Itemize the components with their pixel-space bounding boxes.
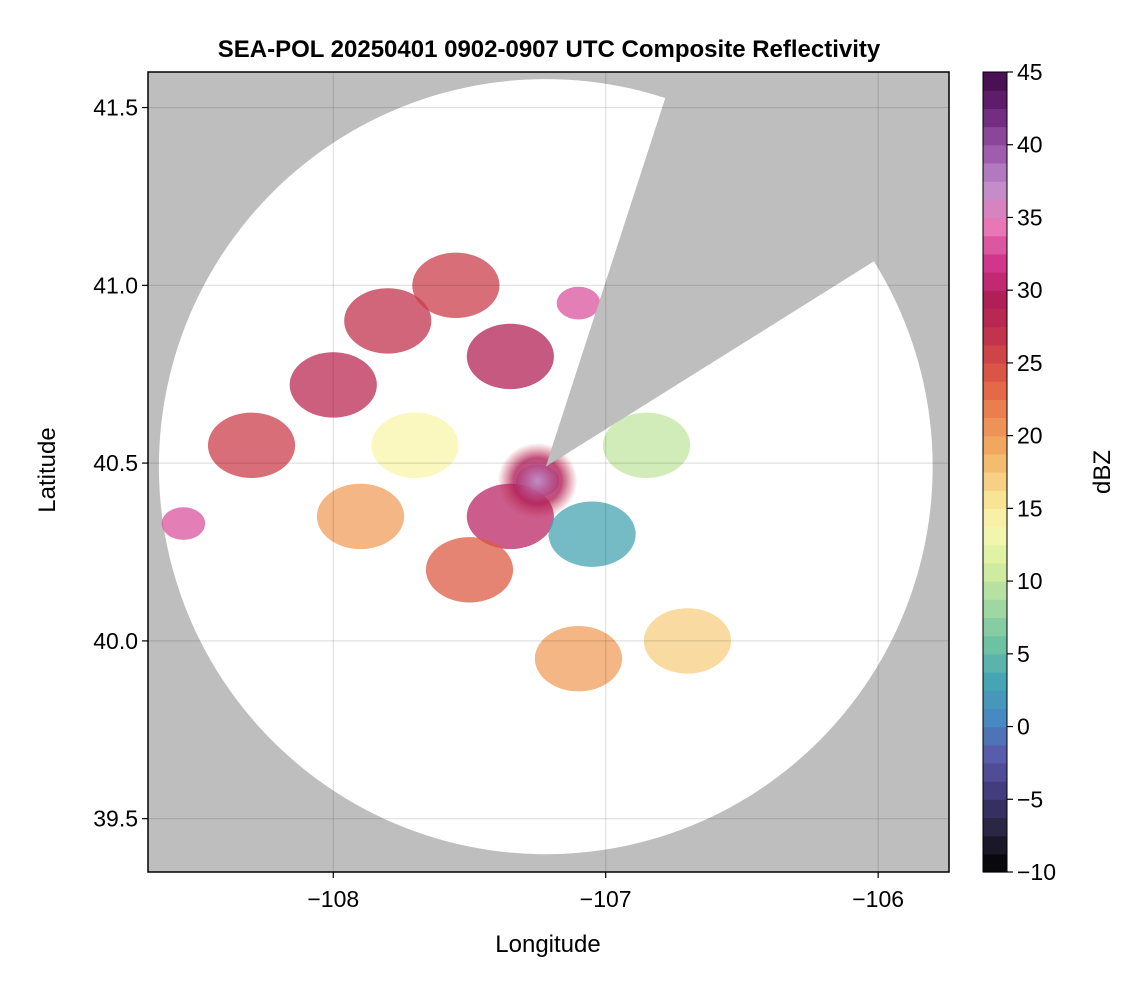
colorbar-segment [983,799,1007,819]
y-tick-label: 40.5 [93,450,138,476]
colorbar-segment [983,472,1007,491]
colorbar-segment [983,308,1007,328]
colorbar-segment [983,581,1007,600]
echo-cell [556,286,601,320]
colorbar-segment [983,399,1007,419]
chart-title: SEA-POL 20250401 0902-0907 UTC Composite… [218,36,881,63]
colorbar-segment [983,144,1007,164]
colorbar-segment [983,108,1007,128]
echo-cell [207,412,296,479]
colorbar-segment [983,544,1007,564]
colorbar-segment [983,726,1007,746]
echo-cell [289,352,377,418]
colorbar-segment [983,181,1007,200]
colorbar-segment [983,381,1007,400]
colorbar-segment [983,362,1007,382]
colorbar-segment [983,417,1007,437]
colorbar-segment [983,526,1007,546]
echo-cell [602,412,691,479]
colorbar-segment [983,817,1007,837]
colorbar-tick-label: −5 [1017,786,1043,812]
colorbar-tick-label: 10 [1017,568,1043,594]
echo-cell [466,323,554,390]
colorbar-segment [983,490,1007,509]
colorbar-segment [983,435,1007,455]
colorbar-segment [983,653,1007,673]
echo-cell [643,608,732,674]
plot-area [148,72,949,872]
colorbar-tick-label: 5 [1017,641,1030,667]
colorbar-segment [983,326,1007,346]
x-axis: −108 −107 −106 [307,872,904,912]
colorbar-tick-label: 25 [1017,350,1043,376]
echo-cell [412,252,500,319]
colorbar-segment [983,744,1007,764]
grid-lines [148,72,949,872]
echo-cell [316,483,405,550]
colorbar-segment [983,272,1007,291]
colorbar-segment [983,853,1007,873]
echo-cell [161,507,206,540]
colorbar-segment [983,344,1007,364]
colorbar-segment [983,235,1007,255]
echo-core [497,442,578,519]
y-tick-label: 39.5 [93,806,138,832]
colorbar-segment [983,635,1007,655]
colorbar-tick-label: 40 [1017,132,1043,158]
colorbar-segment [983,199,1007,219]
colorbar-segment [983,562,1007,582]
colorbar-tick-label: 30 [1017,277,1043,303]
colorbar-segment [983,762,1007,782]
echo-cell [548,501,636,567]
colorbar-segment [983,599,1007,619]
colorbar: −10 −5 0 5 10 15 20 25 30 35 40 45 [982,59,1056,885]
colorbar-segment [983,217,1007,237]
plot-frame [147,71,950,873]
y-axis-label: Latitude [34,427,61,512]
colorbar-segment [983,508,1007,528]
echo-cell [425,537,514,603]
y-tick-label: 41.5 [93,95,138,121]
colorbar-segment [983,72,1007,91]
colorbar-segment [983,290,1007,309]
colorbar-segment [983,708,1007,728]
x-tick-label: −107 [580,886,632,912]
reflectivity-echo-layer [161,98,874,692]
echo-cell [534,625,623,692]
colorbar-segment [983,453,1007,473]
colorbar-tick-label: 45 [1017,59,1043,85]
colorbar-label: dBZ [1089,450,1116,494]
x-tick-label: −108 [307,886,359,912]
colorbar-segment [983,162,1007,182]
echo-cell [344,288,432,354]
colorbar-segment [983,672,1007,691]
colorbar-segment [983,253,1007,273]
y-tick-label: 40.0 [93,628,138,654]
colorbar-frame [982,71,1008,873]
x-tick-label: −106 [852,886,904,912]
colorbar-tick-label: 0 [1017,714,1030,740]
colorbar-segment [983,90,1007,109]
x-axis-label: Longitude [495,931,600,958]
colorbar-tick-label: −10 [1017,859,1056,885]
colorbar-tick-label: 15 [1017,495,1043,521]
colorbar-segment [983,126,1007,146]
colorbar-segment [983,690,1007,709]
y-tick-label: 41.0 [93,272,138,298]
colorbar-tick-label: 35 [1017,204,1043,230]
y-axis: 39.5 40.0 40.5 41.0 41.5 [93,95,148,832]
colorbar-segment [983,781,1007,800]
echo-cell [371,412,459,479]
colorbar-tick-label: 20 [1017,423,1043,449]
colorbar-segment [983,617,1007,637]
blocked-sector [545,98,874,467]
colorbar-segment [983,835,1007,855]
